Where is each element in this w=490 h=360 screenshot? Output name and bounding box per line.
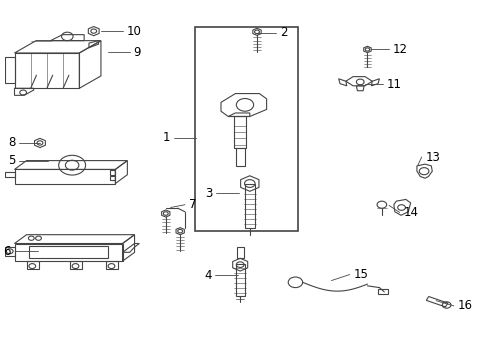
Bar [236,148,245,166]
Text: 5: 5 [8,154,16,167]
Bar [195,27,298,231]
Text: 14: 14 [403,206,418,219]
Text: 13: 13 [425,150,441,163]
Bar [245,184,255,228]
Bar [378,289,388,294]
Text: 10: 10 [126,24,141,37]
Text: 12: 12 [393,43,408,56]
Text: 8: 8 [8,136,16,149]
Bar [236,264,245,296]
Text: 6: 6 [3,245,11,258]
Text: 3: 3 [205,187,212,200]
Text: 1: 1 [163,131,170,144]
Bar [237,247,244,258]
Text: 7: 7 [189,198,196,211]
Text: 2: 2 [280,26,288,39]
Text: 16: 16 [458,300,473,312]
Text: 4: 4 [204,269,211,282]
Bar [110,171,115,175]
Bar [110,176,115,180]
Bar [234,116,246,148]
Text: 11: 11 [387,77,402,90]
Text: 9: 9 [134,46,141,59]
Text: 15: 15 [353,268,368,281]
